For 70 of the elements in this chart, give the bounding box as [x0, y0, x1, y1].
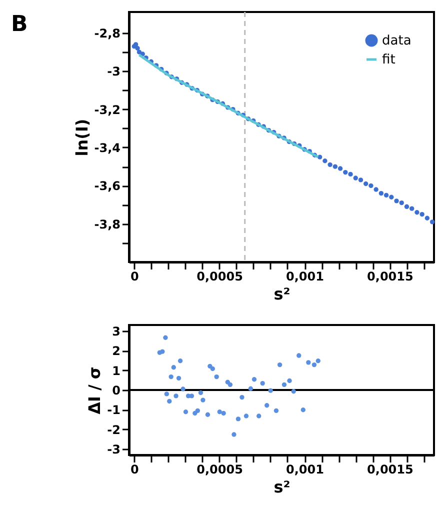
point — [163, 335, 168, 340]
point — [260, 380, 265, 386]
x-tick-label: 0,0005 — [196, 462, 243, 476]
y-tick-label: -3 — [107, 442, 120, 457]
y-tick-label: -3,4 — [94, 140, 120, 155]
point — [236, 416, 241, 422]
y-tick-label: 1 — [112, 364, 120, 378]
y-axis-title: ΔI / σ — [85, 366, 104, 414]
point — [217, 410, 222, 414]
y-tick-label: -3 — [107, 64, 120, 79]
y-tick-label: -1 — [107, 403, 120, 418]
point — [168, 374, 174, 380]
point — [248, 386, 254, 391]
y-tick-label: 3 — [112, 324, 120, 338]
point — [240, 394, 244, 400]
point — [178, 358, 183, 364]
point — [174, 394, 178, 398]
point — [316, 358, 320, 364]
point — [208, 364, 212, 369]
point — [268, 388, 273, 393]
y-tick-label: -2,8 — [94, 26, 120, 40]
point — [312, 362, 317, 368]
point — [252, 377, 257, 382]
point — [164, 392, 169, 396]
legend-label: data — [382, 34, 412, 48]
y-tick-label: -3,6 — [94, 179, 120, 194]
x-tick-label: 0,0005 — [196, 270, 243, 284]
point — [221, 410, 226, 416]
y-tick-label: -2 — [107, 422, 120, 437]
text: B — [11, 12, 28, 37]
point — [183, 410, 188, 414]
point — [244, 414, 249, 418]
point — [200, 398, 206, 402]
point — [195, 408, 200, 414]
x-tick-label: 0 — [130, 462, 139, 476]
y-axis-title: ln(I) — [72, 118, 92, 156]
point — [296, 353, 302, 358]
x-tick-label: 0,0015 — [367, 270, 414, 284]
point — [180, 386, 186, 392]
point — [205, 412, 210, 417]
y-tick-label: -3,2 — [94, 102, 120, 117]
x-tick-label: 0,001 — [286, 270, 324, 284]
point — [287, 378, 292, 384]
point — [189, 394, 194, 398]
y-tick-label: 2 — [112, 344, 120, 358]
point — [232, 432, 236, 437]
x-tick-label: 0 — [130, 270, 139, 284]
point — [167, 398, 172, 404]
point — [282, 382, 287, 388]
point — [274, 408, 279, 414]
point — [277, 362, 282, 368]
point — [160, 349, 165, 354]
x-axis-title: s² — [274, 478, 290, 496]
point — [198, 390, 204, 396]
point — [176, 376, 182, 381]
point — [171, 365, 176, 370]
legend-label: fit — [382, 52, 396, 68]
y-tick-label: -3,8 — [94, 217, 120, 232]
point — [306, 360, 311, 365]
x-tick-label: 0,001 — [286, 462, 324, 476]
point — [228, 382, 233, 388]
x-tick-label: 0,0015 — [367, 462, 414, 476]
point — [264, 403, 270, 408]
y-tick-label: 0 — [112, 384, 120, 398]
point — [291, 389, 296, 394]
point — [256, 414, 262, 418]
x-axis-title: s² — [274, 284, 290, 304]
point — [214, 374, 219, 380]
point — [210, 366, 216, 372]
point — [300, 408, 306, 412]
